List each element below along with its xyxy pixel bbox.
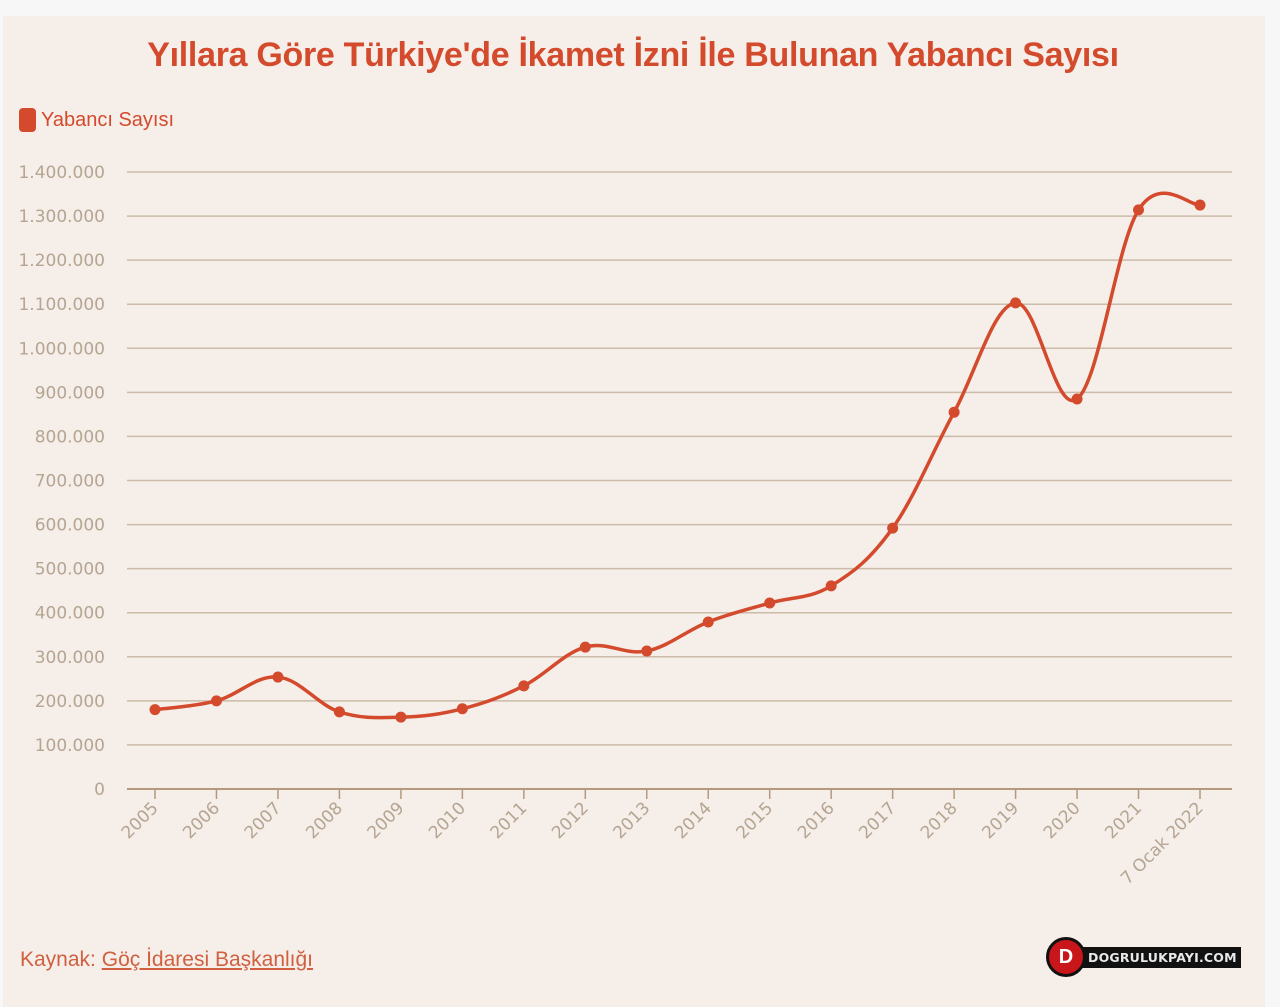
x-tick-label: 2010 (425, 798, 470, 843)
y-tick-label: 700.000 (35, 472, 105, 492)
data-point[interactable] (1194, 199, 1206, 211)
x-tick-label: 2006 (179, 798, 224, 843)
legend-label: Yabancı Sayısı (41, 108, 175, 131)
x-tick-label: 2017 (855, 798, 900, 843)
y-tick-label: 0 (94, 780, 105, 800)
y-tick-label: 1.300.000 (18, 207, 105, 227)
data-point[interactable] (1010, 297, 1022, 309)
x-tick-label: 2018 (917, 798, 962, 843)
data-point[interactable] (272, 671, 284, 683)
x-tick-label: 2011 (487, 798, 532, 843)
x-tick-label: 2021 (1101, 798, 1146, 843)
x-tick-label: 2008 (302, 798, 347, 843)
data-point[interactable] (456, 703, 468, 715)
x-tick-label: 2012 (548, 798, 593, 843)
data-point[interactable] (395, 711, 407, 723)
source-link[interactable]: Göç İdaresi Başkanlığı (101, 948, 314, 971)
brand-text: DOGRULUKPAYI.COM (1080, 946, 1241, 968)
chart-card (3, 16, 1265, 1007)
y-tick-label: 400.000 (35, 604, 105, 624)
y-tick-label: 500.000 (35, 560, 105, 580)
source-prefix: Kaynak: (20, 948, 96, 971)
x-tick-label: 2016 (794, 798, 839, 843)
y-tick-label: 600.000 (35, 516, 105, 536)
y-tick-label: 1.200.000 (18, 251, 105, 271)
y-tick-label: 900.000 (35, 383, 105, 403)
x-tick-label: 2009 (364, 798, 409, 843)
x-tick-label: 2007 (241, 798, 286, 843)
x-tick-label: 2014 (671, 798, 716, 843)
data-point[interactable] (948, 406, 960, 418)
y-tick-label: 1.000.000 (18, 339, 105, 359)
series-line (154, 191, 1201, 720)
x-tick-label: 2005 (118, 798, 163, 843)
y-tick-label: 300.000 (35, 648, 105, 668)
y-tick-label: 800.000 (35, 427, 105, 447)
data-point[interactable] (702, 616, 714, 628)
data-point[interactable] (333, 706, 345, 718)
legend-swatch-icon (19, 108, 36, 132)
x-tick-label: 2013 (610, 798, 655, 843)
legend-item[interactable]: Yabancı Sayısı (19, 108, 174, 132)
d-logo-icon: D (1046, 937, 1086, 977)
data-point[interactable] (825, 580, 837, 592)
data-point[interactable] (210, 695, 222, 707)
data-point[interactable] (887, 522, 899, 534)
x-tick-label: 2019 (978, 798, 1023, 843)
data-point[interactable] (518, 680, 530, 692)
source-note: Kaynak: Göç İdaresi Başkanlığı (20, 948, 313, 972)
data-point[interactable] (1071, 393, 1083, 405)
y-tick-label: 1.100.000 (18, 295, 105, 315)
x-tick-label: 2015 (733, 798, 778, 843)
data-point[interactable] (149, 704, 161, 716)
data-point[interactable] (1133, 204, 1145, 216)
y-tick-label: 1.400.000 (18, 163, 105, 183)
gridlines (127, 171, 1232, 746)
chart-title: Yıllara Göre Türkiye'de İkamet İzni İle … (147, 36, 1119, 74)
series-yabanci-sayisi (149, 191, 1206, 723)
y-tick-label: 200.000 (35, 692, 105, 712)
data-point[interactable] (579, 641, 591, 653)
y-axis-labels: 0 100.000 200.000 300.000 400.000 500.000 600.… (18, 163, 105, 800)
x-tick-label: 2020 (1040, 798, 1085, 843)
data-point[interactable] (764, 597, 776, 609)
y-tick-label: 100.000 (35, 736, 105, 756)
x-axis: 2005 2006 2007 2008 2009 2010 2011 2012 2013 2014… (118, 788, 1232, 889)
data-point[interactable] (641, 645, 653, 657)
brand-logo[interactable]: D DOGRULUKPAYI.COM (1046, 935, 1241, 979)
